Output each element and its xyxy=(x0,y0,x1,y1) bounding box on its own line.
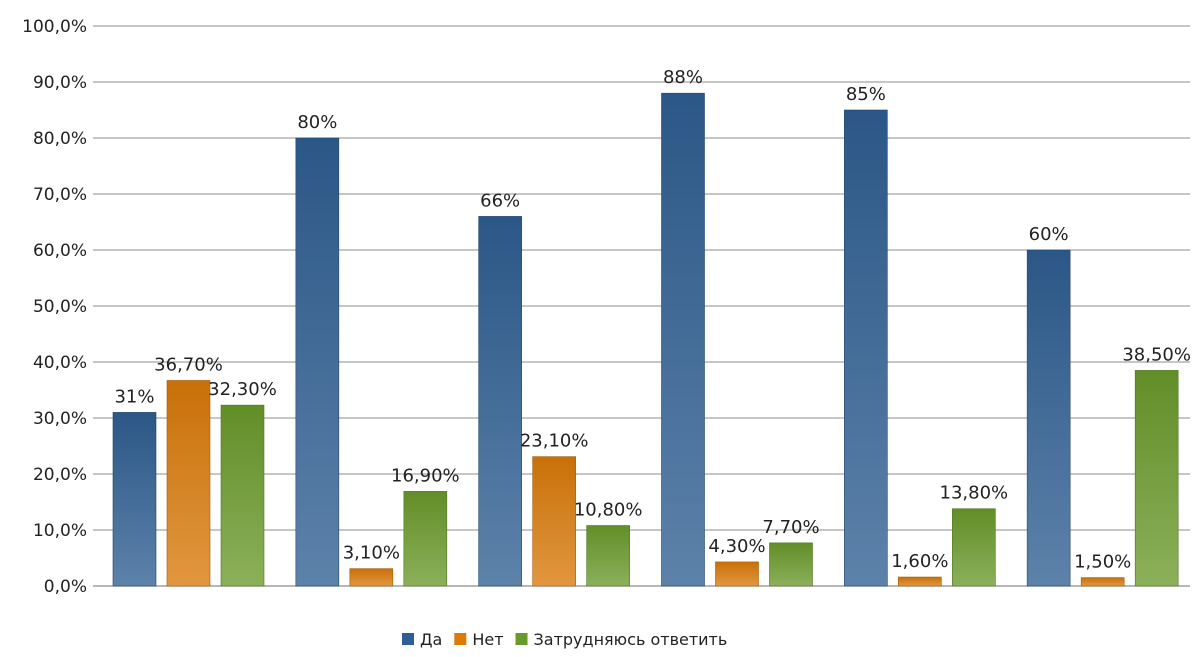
data-label: 3,10% xyxy=(343,543,400,564)
legend-swatch xyxy=(454,633,467,645)
legend-swatch xyxy=(515,633,528,645)
y-tick-label: 100,0% xyxy=(22,17,87,37)
data-label: 32,30% xyxy=(208,379,277,400)
bar-net-1 xyxy=(166,380,211,587)
legend-label: Затрудняюсь ответить xyxy=(534,630,728,649)
y-tick-label: 70,0% xyxy=(33,185,87,205)
data-label: 4,30% xyxy=(708,536,765,557)
y-tick-label: 0,0% xyxy=(44,577,87,597)
data-label: 13,80% xyxy=(940,483,1009,504)
y-axis-ticks: 0,0% 10,0% 20,0% 30,0% 40,0% 50,0% 60,0% 70,0% 8… xyxy=(22,17,87,597)
bar-net-3 xyxy=(532,456,576,587)
bar-zatrudnyayus-2 xyxy=(403,491,448,587)
data-label: 80% xyxy=(297,112,337,133)
bar-net-4 xyxy=(715,561,759,587)
y-tick-label: 40,0% xyxy=(33,353,87,373)
data-label: 1,50% xyxy=(1074,552,1131,573)
bar-net-2 xyxy=(349,568,394,587)
bar-net-6 xyxy=(1080,577,1125,587)
data-label: 16,90% xyxy=(391,465,460,486)
data-label: 23,10% xyxy=(520,431,589,452)
bar-zatrudnyayus-5 xyxy=(952,508,996,587)
data-label: 38,50% xyxy=(1122,344,1191,365)
data-label: 10,80% xyxy=(574,500,643,521)
y-tick-label: 50,0% xyxy=(33,297,87,317)
data-label: 66% xyxy=(480,190,520,211)
data-label: 60% xyxy=(1029,224,1069,245)
bar-da-2 xyxy=(295,137,340,587)
data-label: 88% xyxy=(663,67,703,88)
bar-da-6 xyxy=(1026,249,1071,587)
data-label: 85% xyxy=(846,84,886,105)
bar-zatrudnyayus-1 xyxy=(220,404,265,587)
legend-label: Нет xyxy=(472,630,503,649)
bar-zatrudnyayus-3 xyxy=(586,525,630,587)
data-label: 1,60% xyxy=(891,551,948,572)
bar-da-5 xyxy=(844,109,888,587)
bar-zatrudnyayus-6 xyxy=(1134,370,1179,587)
y-tick-label: 10,0% xyxy=(33,521,87,541)
data-label: 36,70% xyxy=(154,354,223,375)
bars xyxy=(112,92,1179,587)
y-tick-label: 20,0% xyxy=(33,465,87,485)
data-label: 7,70% xyxy=(762,517,819,538)
bar-net-5 xyxy=(898,576,942,587)
legend-swatch xyxy=(402,633,414,645)
y-tick-label: 80,0% xyxy=(33,129,87,149)
bar-da-1 xyxy=(112,412,157,587)
gridlines xyxy=(93,25,1190,587)
bar-da-3 xyxy=(478,216,522,587)
bar-zatrudnyayus-4 xyxy=(769,542,813,587)
bar-da-4 xyxy=(661,92,705,587)
legend: Да Нет Затрудняюсь ответить xyxy=(402,630,727,649)
y-tick-label: 90,0% xyxy=(33,73,87,93)
y-tick-label: 30,0% xyxy=(33,409,87,429)
data-labels: 31%36,70% 32,30% 80% 3,10% 16,90% 66% 23,10% 10… xyxy=(114,67,1190,572)
data-label: 31% xyxy=(114,386,154,407)
legend-label: Да xyxy=(420,630,442,649)
y-tick-label: 60,0% xyxy=(33,241,87,261)
